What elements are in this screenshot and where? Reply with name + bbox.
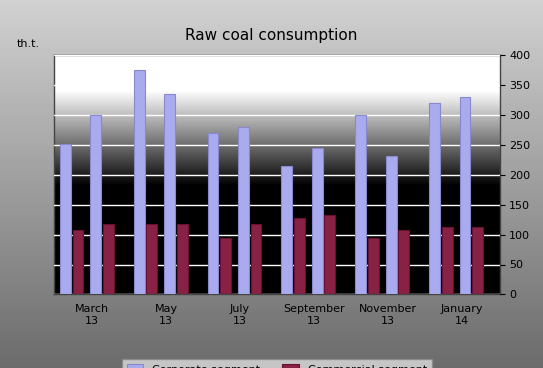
Bar bbox=[250, 224, 262, 294]
Bar bbox=[368, 238, 379, 294]
Bar bbox=[324, 216, 336, 294]
Bar bbox=[386, 156, 396, 294]
Bar bbox=[207, 133, 218, 294]
Bar bbox=[60, 144, 71, 294]
Bar bbox=[294, 218, 305, 294]
Bar bbox=[73, 230, 84, 294]
Bar bbox=[220, 238, 231, 294]
Text: Raw coal consumption: Raw coal consumption bbox=[185, 28, 358, 43]
Bar bbox=[459, 97, 470, 294]
Bar bbox=[238, 127, 249, 294]
Bar bbox=[176, 224, 187, 294]
Bar bbox=[355, 115, 367, 294]
Text: th.t.: th.t. bbox=[16, 39, 40, 49]
Bar bbox=[472, 227, 483, 294]
Bar bbox=[442, 227, 453, 294]
Bar bbox=[90, 115, 101, 294]
Bar bbox=[103, 224, 113, 294]
Bar bbox=[164, 94, 175, 294]
Bar bbox=[312, 148, 323, 294]
Legend: Corporate segment, Commercial segment: Corporate segment, Commercial segment bbox=[122, 360, 432, 368]
Bar bbox=[281, 166, 292, 294]
Bar bbox=[399, 230, 409, 294]
Bar bbox=[134, 70, 144, 294]
Bar bbox=[430, 103, 440, 294]
Bar bbox=[147, 224, 157, 294]
